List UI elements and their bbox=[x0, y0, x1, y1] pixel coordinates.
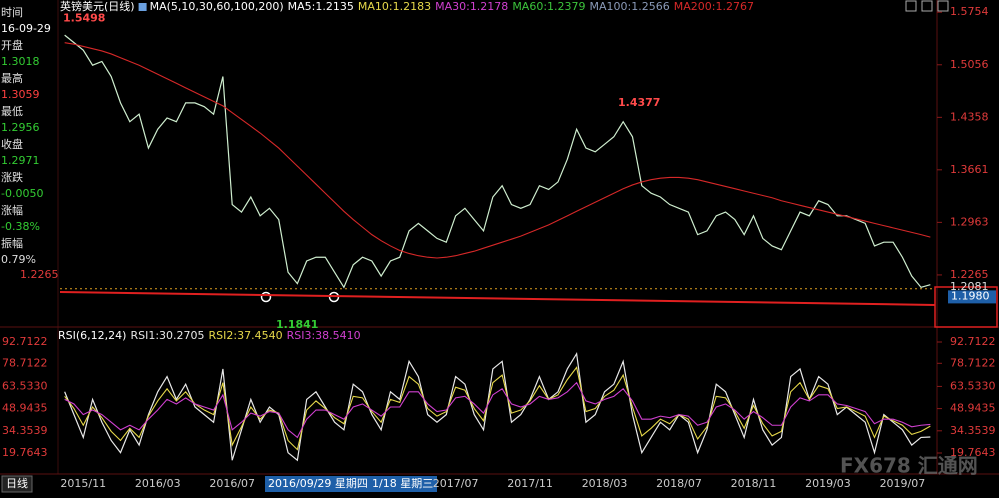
y-tick-label: 1.5056 bbox=[950, 58, 989, 71]
icon[interactable] bbox=[905, 0, 917, 12]
series-line bbox=[64, 34, 931, 289]
y-tick-label: 1.5754 bbox=[950, 5, 989, 18]
y-tick-label: 1.2265 bbox=[950, 268, 989, 281]
y-tick-label: 1.3661 bbox=[950, 163, 989, 176]
series-line bbox=[64, 366, 931, 451]
info-value: 16-09-29 bbox=[1, 22, 51, 35]
series-line bbox=[64, 381, 931, 439]
y-tick-label: 1.4358 bbox=[950, 110, 989, 123]
x-tick-label: 2018/11 bbox=[731, 477, 777, 490]
y-tick-label-left: 19.7643 bbox=[2, 446, 48, 459]
legend-entry: RSI1:30.2705 bbox=[130, 329, 204, 342]
info-value: 0.79% bbox=[1, 253, 36, 266]
y-tick-label: 92.7122 bbox=[950, 335, 996, 348]
period-label[interactable]: 日线 bbox=[6, 476, 28, 490]
x-tick-label: 2019/07 bbox=[880, 477, 926, 490]
level-label: 1.2081 bbox=[950, 280, 989, 293]
cursor-price: 1.1980 bbox=[951, 289, 990, 302]
y-tick-label-left: 78.7122 bbox=[2, 356, 48, 369]
info-value: 1.2956 bbox=[1, 121, 40, 134]
y-tick-label: 34.3539 bbox=[950, 424, 996, 437]
y-tick-label-left: 63.5330 bbox=[2, 379, 48, 392]
icon[interactable] bbox=[937, 0, 949, 12]
toolbar-icons bbox=[905, 0, 949, 12]
x-tick-label: 2017/11 bbox=[507, 477, 553, 490]
info-value: 1.3018 bbox=[1, 55, 40, 68]
icon bbox=[138, 3, 147, 11]
y-tick-label-left: 48.9435 bbox=[2, 402, 48, 415]
info-value: 1.3059 bbox=[1, 88, 40, 101]
legend-entry: MA200:1.2767 bbox=[674, 0, 754, 13]
info-value: -0.0050 bbox=[1, 187, 43, 200]
legend-entry: MA5:1.2135 bbox=[288, 0, 354, 13]
info-label: 收盘 bbox=[1, 137, 23, 151]
legend-entry: MA30:1.2178 bbox=[435, 0, 508, 13]
legend-entry: RSI3:38.5410 bbox=[287, 329, 361, 342]
y-tick-label-left: 92.7122 bbox=[2, 335, 48, 348]
legend-entry: RSI2:37.4540 bbox=[209, 329, 283, 342]
x-tick-label: 2018/03 bbox=[582, 477, 628, 490]
y-tick-label-left: 1.2265 bbox=[20, 268, 59, 281]
peak-label: 1.1841 bbox=[276, 318, 318, 331]
x-tick-label: 2016/07 bbox=[209, 477, 255, 490]
y-tick-label: 48.9435 bbox=[950, 402, 996, 415]
x-tick-label: 2016/03 bbox=[135, 477, 181, 490]
info-label: 开盘 bbox=[1, 38, 23, 52]
series-line bbox=[64, 42, 931, 259]
highlight-box bbox=[934, 286, 998, 328]
cursor-date: 1/18 星期三 bbox=[372, 477, 433, 490]
x-tick-label: 2019/03 bbox=[805, 477, 851, 490]
chart-subtitle: MA(5,10,30,60,100,200) bbox=[150, 0, 284, 13]
y-tick-label: 19.7643 bbox=[950, 446, 996, 459]
info-value: -0.38% bbox=[1, 220, 40, 233]
info-label: 最低 bbox=[1, 105, 23, 118]
chart-title: 英镑美元(日线) bbox=[60, 0, 135, 13]
cursor-date-box bbox=[265, 476, 437, 492]
x-tick-label: 2015/11 bbox=[60, 477, 106, 490]
info-value: 1.2971 bbox=[1, 154, 40, 167]
series-line bbox=[64, 351, 931, 462]
chart-title: RSI(6,12,24) bbox=[58, 329, 126, 342]
info-label: 时间 bbox=[1, 6, 23, 19]
cursor-date: 2016/09/29 星期四 bbox=[268, 477, 368, 490]
info-label: 涨跌 bbox=[1, 170, 23, 184]
cursor-price-box bbox=[948, 290, 996, 304]
legend-entry: MA100:1.2566 bbox=[590, 0, 670, 13]
trendline bbox=[59, 291, 936, 306]
legend-entry: MA60:1.2379 bbox=[512, 0, 585, 13]
y-tick-label-left: 34.3539 bbox=[2, 424, 48, 437]
x-tick-label: 2018/07 bbox=[656, 477, 702, 490]
watermark: FX678 汇通网 bbox=[840, 454, 978, 478]
low-marker bbox=[260, 291, 272, 303]
y-tick-label: 63.5330 bbox=[950, 379, 996, 392]
y-tick-label: 78.7122 bbox=[950, 356, 996, 369]
peak-label: 1.4377 bbox=[618, 96, 660, 109]
peak-label: 1.5498 bbox=[63, 12, 105, 25]
icon[interactable] bbox=[921, 0, 933, 12]
period-tab[interactable] bbox=[1, 475, 33, 493]
info-label: 振幅 bbox=[1, 236, 23, 250]
x-tick-label: 2017/07 bbox=[433, 477, 479, 490]
legend-entry: MA10:1.2183 bbox=[358, 0, 431, 13]
info-label: 最高 bbox=[1, 71, 23, 85]
info-label: 涨幅 bbox=[1, 204, 23, 217]
y-tick-label: 1.2963 bbox=[950, 215, 989, 228]
